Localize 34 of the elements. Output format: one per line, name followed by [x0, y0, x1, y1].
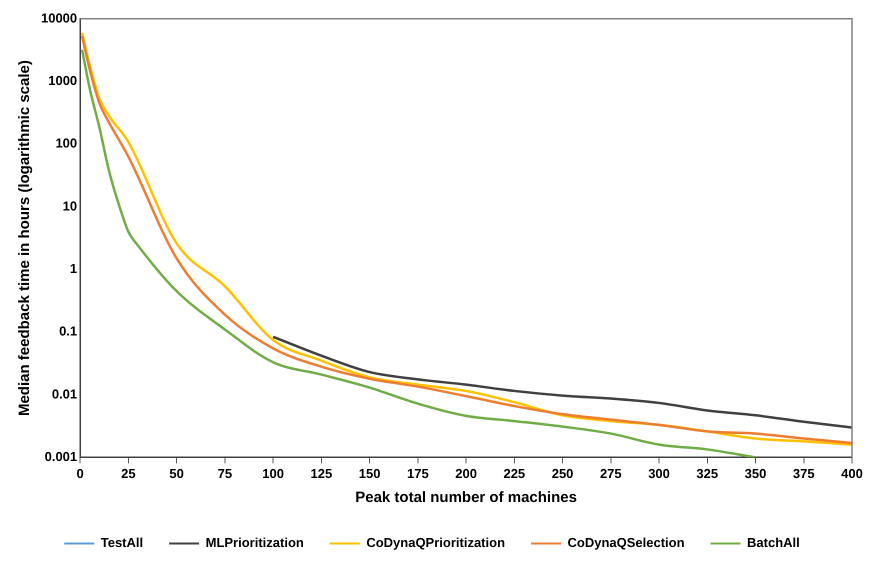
y-axis-title: Median feedback time in hours (logarithmic scale)	[16, 60, 34, 416]
y-tick-label: 10000	[40, 10, 78, 26]
x-tick-label: 25	[121, 466, 136, 481]
x-tick-label: 225	[503, 466, 526, 481]
x-tick-label: 100	[262, 466, 284, 481]
y-tick-label: 100	[55, 136, 78, 151]
x-tick-label: 250	[552, 466, 574, 481]
legend-label: MLPrioritization	[206, 535, 304, 550]
x-tick-label: 50	[169, 466, 184, 481]
y-tick-label: 10	[62, 198, 78, 214]
legend-label: TestAll	[100, 535, 144, 550]
x-tick-label: 325	[696, 466, 718, 481]
legend-label: CoDynaQSelection	[568, 535, 685, 550]
x-tick-label: 375	[792, 466, 815, 481]
x-axis-title: Peak total number of machines	[355, 489, 577, 506]
x-tick-label: 0	[76, 466, 84, 481]
x-tick-label: 125	[310, 466, 332, 481]
y-tick-label: 0.1	[59, 324, 78, 339]
x-tick-label: 300	[648, 466, 670, 481]
y-tick-label: 0.001	[44, 448, 78, 464]
x-tick-label: 75	[218, 466, 232, 481]
x-tick-label: 400	[841, 466, 863, 481]
y-tick-label: 1	[70, 261, 78, 276]
x-tick-label: 200	[455, 466, 477, 481]
x-tick-label: 350	[744, 466, 766, 481]
legend-label: BatchAll	[747, 535, 800, 550]
x-tick-label: 150	[358, 466, 380, 481]
x-tick-label: 275	[600, 466, 622, 481]
y-tick-label: 1000	[48, 73, 78, 88]
line-series	[272, 336, 852, 429]
line-series	[80, 48, 757, 458]
x-tick-label: 175	[406, 466, 429, 481]
y-tick-label: 0.01	[52, 386, 78, 402]
legend-label: CoDynaQPrioritization	[366, 535, 506, 550]
